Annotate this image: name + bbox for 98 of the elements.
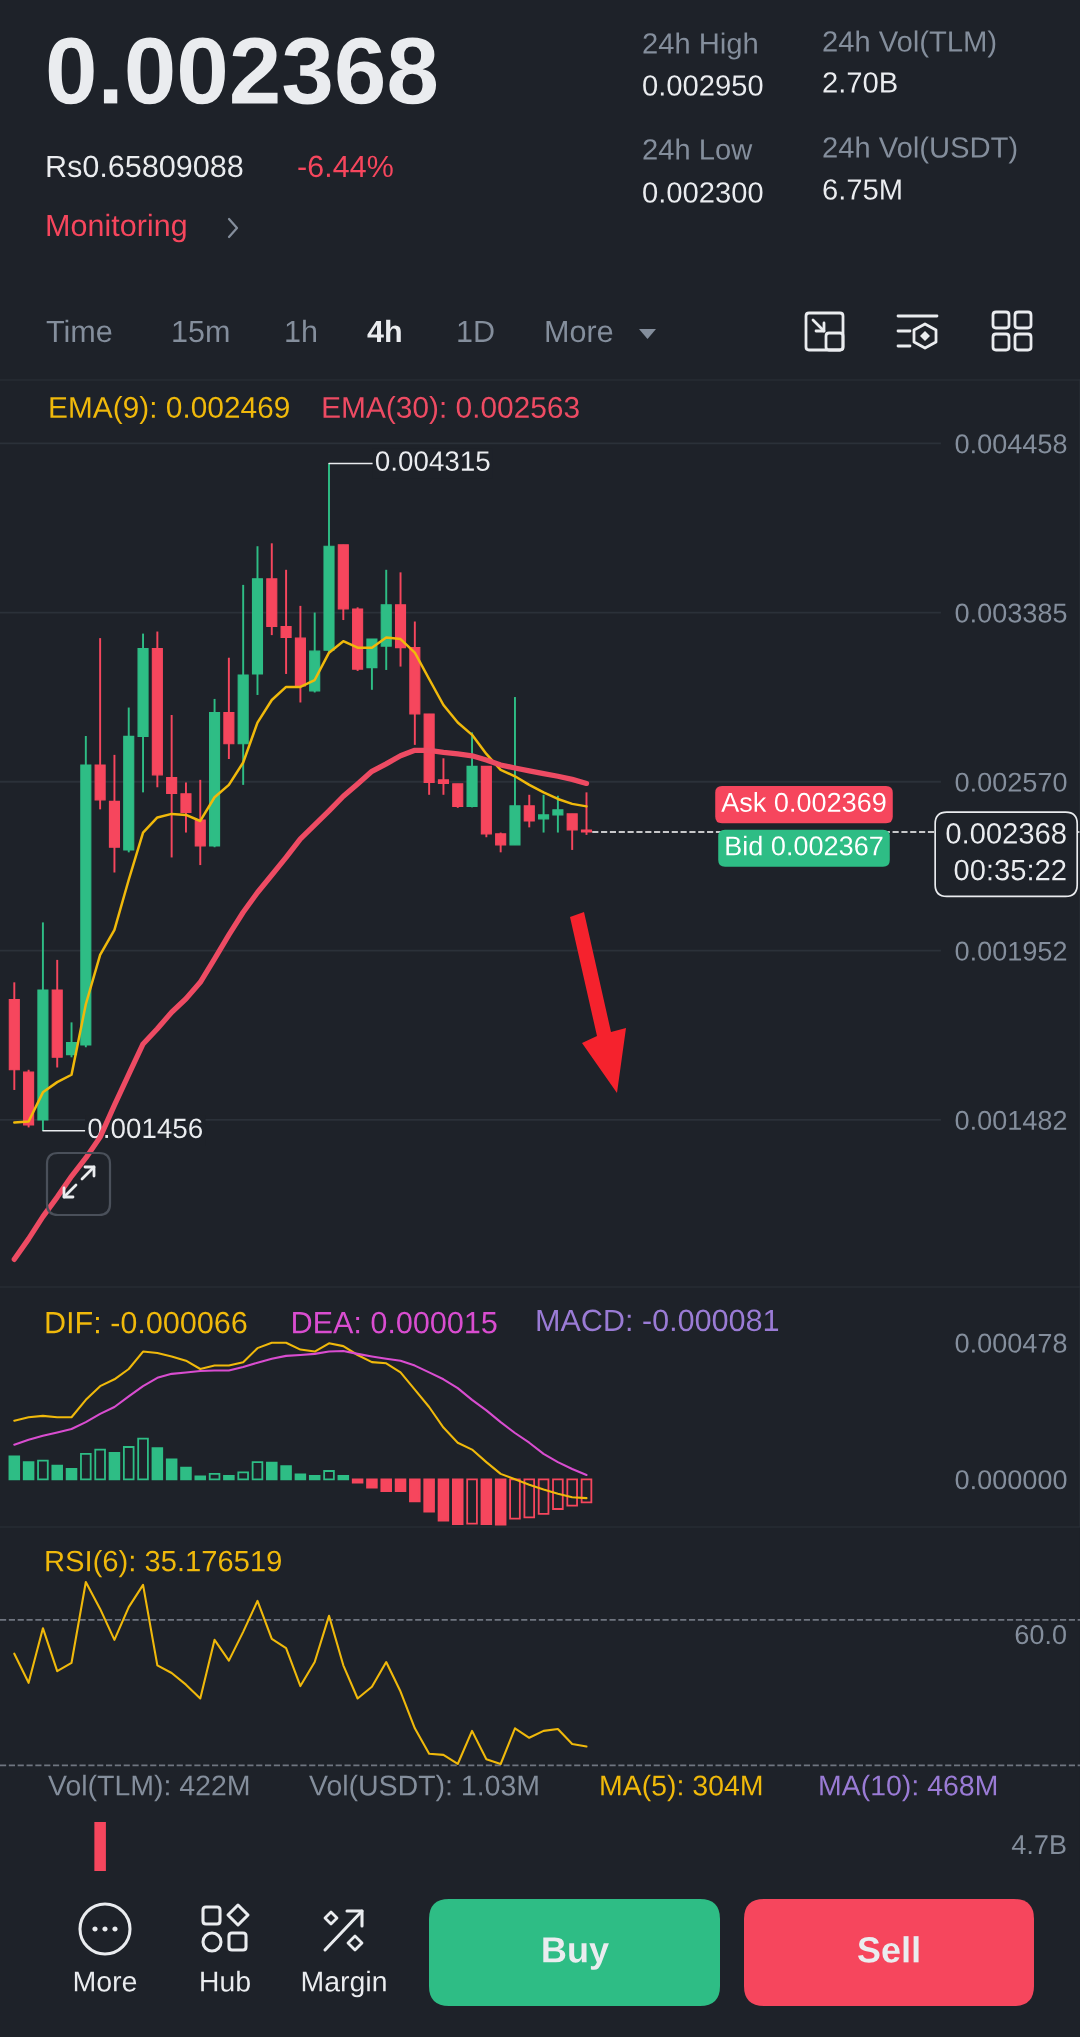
text: Hub [201,1970,250,1992]
bar [552,1478,564,1510]
bar [366,1478,378,1489]
text: 15m [173,320,229,343]
bar [537,1478,550,1515]
text: -6.44% [298,155,393,178]
text: 24h Vol(USDT) [823,136,1017,164]
text: More [74,1971,137,1992]
y-tick-label: 0.000478 [955,1333,1067,1353]
bar [494,1478,507,1526]
bar [180,1466,192,1481]
y-tick-label: 0.001482 [955,1110,1067,1130]
candlestick [552,794,564,834]
bar [380,1478,392,1492]
line-series [13,1341,588,1500]
candlestick [523,793,535,829]
annotation: 0.004315 [375,451,490,471]
text: 6.75M [823,179,901,200]
bar [266,1461,278,1481]
text: 60.0 [1015,1625,1066,1645]
text: MA(5): 304M [601,1774,762,1802]
bar [94,1448,106,1481]
text: Vol(USDT): 1.03M [309,1774,538,1802]
bar [8,1455,21,1481]
bar [251,1461,264,1481]
bar [451,1478,464,1526]
bar [223,1474,235,1481]
text: MA(10): 468M [820,1774,997,1802]
annotation: Ask 0.002369 [721,792,886,812]
candlestick [280,568,292,675]
text: EMA(30): 0.002563 [323,396,579,424]
bar [466,1478,478,1525]
text: 24h High [643,32,757,60]
bar [323,1470,335,1481]
bar [394,1478,407,1492]
bar [108,1452,121,1481]
ref-line-label: 0.002368 00:35:22 [946,823,1066,881]
bar [208,1472,221,1481]
text: 0.002368 [48,37,437,105]
bar [37,1459,49,1481]
text: Monitoring [47,213,186,243]
annotation: MACD: -0.000081 [537,1309,779,1332]
y-tick-label: 0.001952 [955,941,1067,961]
bar [423,1478,435,1513]
text: 24h Vol(TLM) [823,30,996,58]
y-tick-label: 0.003385 [955,603,1067,623]
bar [22,1461,35,1481]
text: 4h [367,319,401,342]
series-label: DIF: -0.000066 [46,1311,247,1334]
bar [580,1478,593,1504]
series-label: DEA: 0.000015 [293,1311,497,1334]
candlestick [580,791,593,836]
text: 1D [458,320,494,342]
candlestick [538,793,550,834]
text: Vol(TLM): 422M [48,1774,249,1802]
line-series [13,1349,588,1477]
text: Buy [543,1937,609,1970]
y-tick-label: 0.002570 [955,772,1067,792]
y-tick-label: 0.000000 [955,1470,1067,1490]
text: 0.002950 [643,75,763,96]
bar [80,1452,92,1481]
text: 0.002300 [643,182,763,203]
y-tick-label: 0.004458 [955,434,1067,454]
bar [523,1478,536,1519]
bar [351,1478,364,1484]
bar [237,1471,249,1481]
bar [280,1465,292,1481]
annotation: Bid 0.002367 [726,835,883,856]
text: 2.70B [823,72,897,93]
text: More [546,320,613,343]
text: 1h [286,319,316,342]
bar [151,1447,164,1481]
bar [65,1468,78,1481]
candlestick [437,757,450,796]
candlestick [566,812,578,851]
text: EMA(9): 0.002469 [50,396,289,424]
bar [194,1475,207,1481]
bar [509,1478,521,1520]
bar [480,1478,493,1526]
bar [409,1478,421,1503]
bar [566,1478,578,1507]
text: 24h Low [643,138,753,160]
bar [437,1478,450,1522]
candlestick [180,781,192,834]
bar [51,1464,63,1481]
text: 4.7B [1011,1835,1066,1854]
bar [337,1474,350,1481]
bar [122,1446,135,1481]
text: Margin [302,1970,386,1998]
series-label: RSI(6): 35.176519 [46,1550,281,1578]
candlestick [166,714,178,859]
candlestick [452,782,464,809]
bar [308,1474,321,1481]
text: Time [46,319,112,343]
text: Rs0.65809088 [47,155,243,178]
bar [165,1458,178,1481]
bar [137,1437,149,1481]
text: Sell [857,1936,919,1963]
